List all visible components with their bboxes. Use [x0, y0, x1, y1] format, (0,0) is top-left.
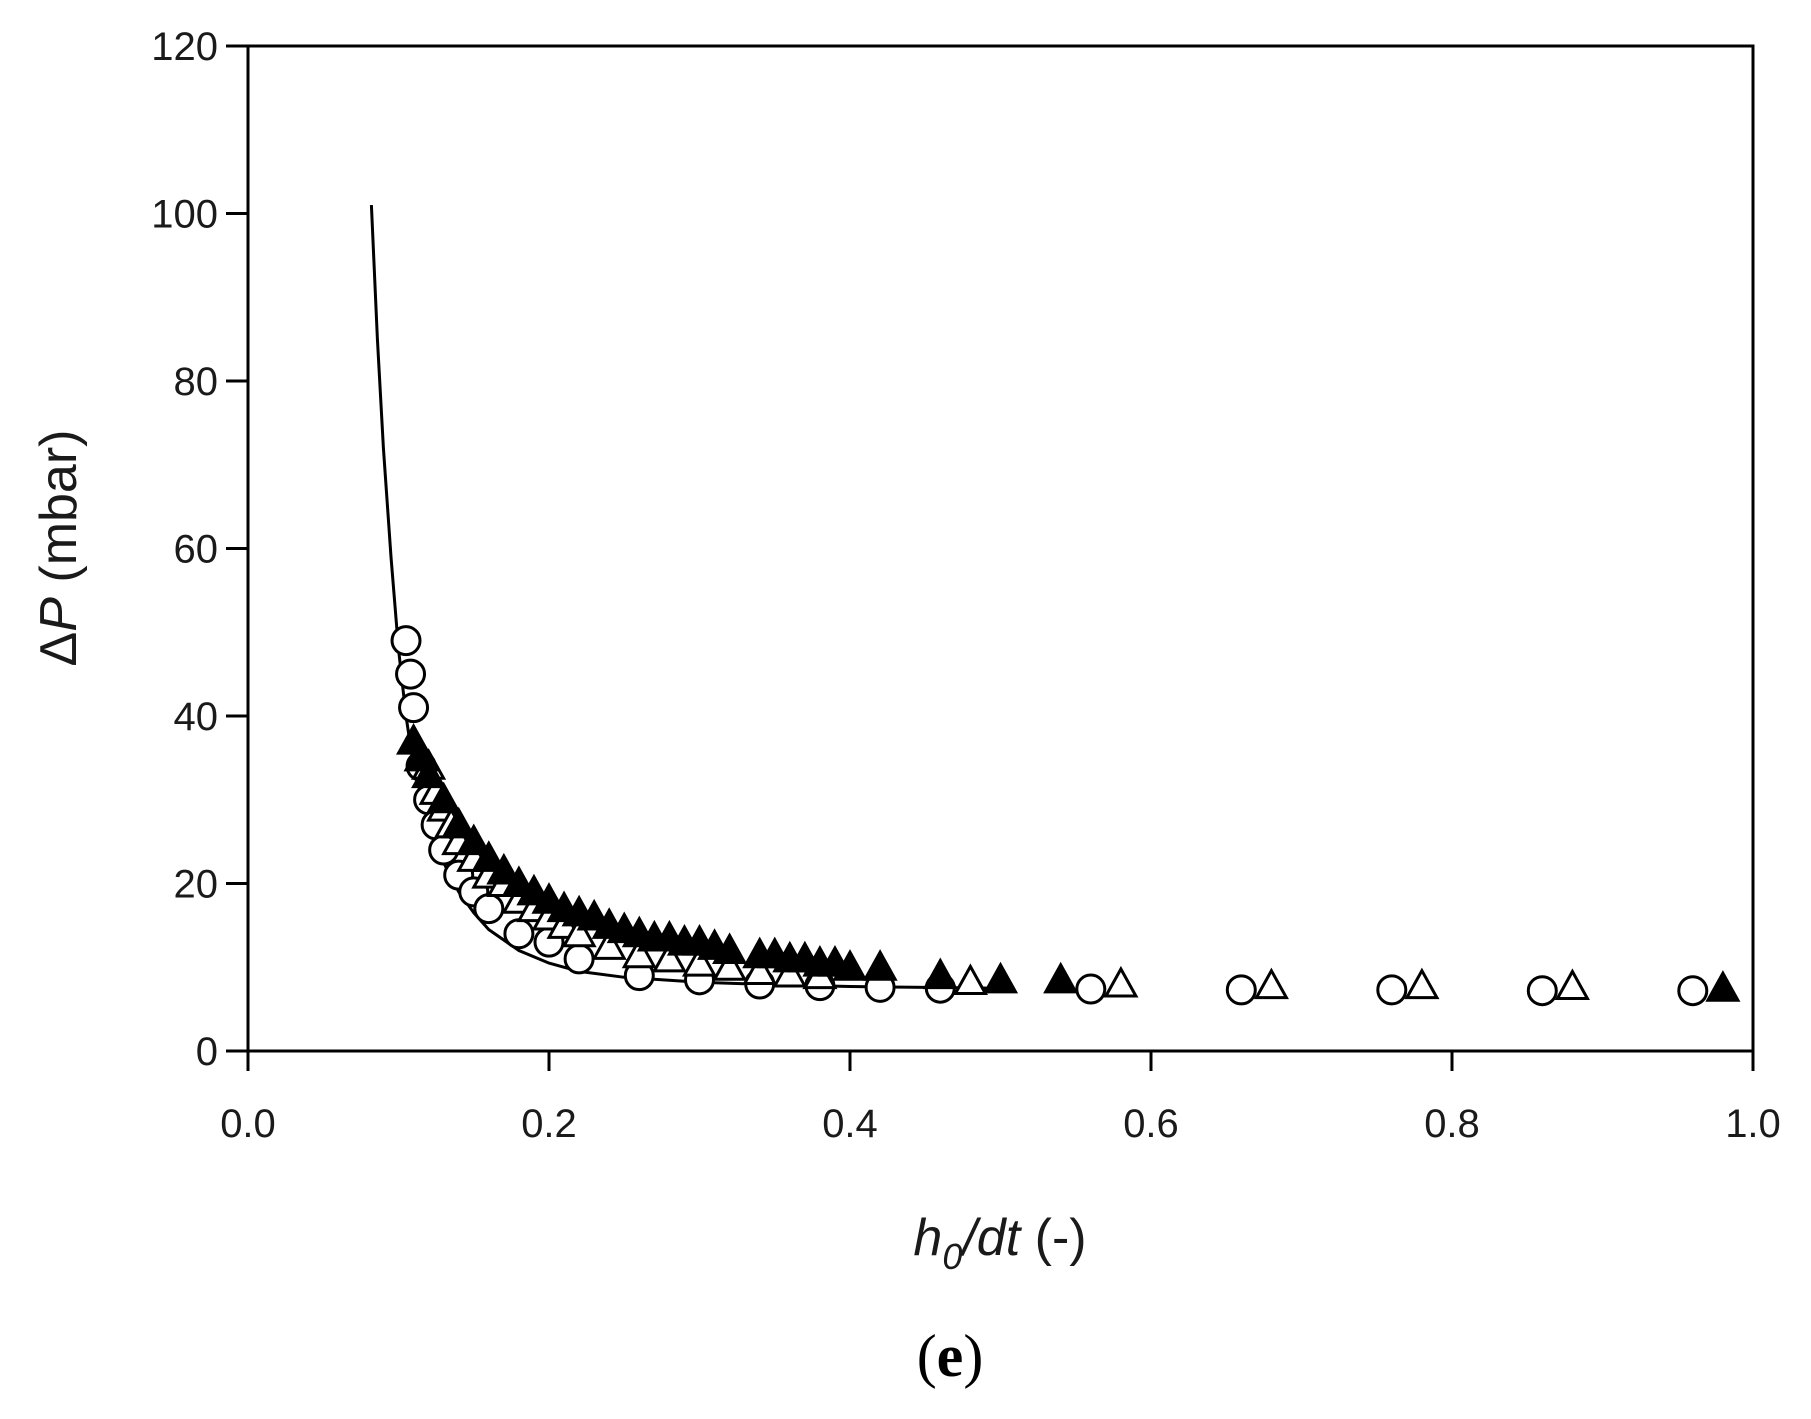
data-point-triangle-filled — [712, 932, 748, 964]
y-tick-label: 0 — [196, 1030, 218, 1074]
y-tick-label: 80 — [174, 360, 219, 404]
data-point-triangle-filled — [411, 756, 447, 789]
data-point-triangle-filled — [1705, 970, 1741, 1002]
y-tick-label: 120 — [151, 25, 218, 69]
data-point-triangle-open — [1253, 967, 1289, 1000]
data-point-triangle-filled — [832, 949, 868, 981]
data-point-triangle-filled — [1043, 961, 1079, 994]
data-point-circle — [1075, 973, 1107, 1005]
data-point-circle — [395, 658, 427, 690]
data-point-triangle-open — [1103, 965, 1139, 998]
x-tick-label: 0.6 — [1123, 1102, 1179, 1146]
y-tick-label: 40 — [174, 695, 219, 739]
y-tick-label: 60 — [174, 528, 219, 572]
data-point-triangle-open — [681, 944, 718, 977]
data-point-circle — [1677, 975, 1709, 1007]
x-tick-label: 0.2 — [521, 1102, 577, 1146]
data-point-triangle-open — [772, 955, 808, 988]
data-markers — [390, 625, 1741, 1007]
data-point-triangle-open — [651, 940, 687, 973]
x-axis-label: h0/dt (-) — [913, 1209, 1086, 1277]
x-tick-label: 0.8 — [1424, 1102, 1480, 1146]
data-point-circle — [503, 918, 535, 950]
data-point-circle — [1526, 975, 1558, 1007]
data-point-triangle-open — [591, 928, 627, 960]
panel-label: (e) — [917, 1323, 984, 1389]
data-point-triangle-filled — [922, 957, 958, 990]
data-point-circle — [390, 625, 422, 657]
y-tick-label: 100 — [151, 193, 218, 237]
data-point-circle — [1225, 974, 1257, 1006]
data-point-circle — [563, 943, 595, 975]
data-point-triangle-open — [621, 936, 657, 969]
data-point-circle — [473, 893, 505, 925]
series-circle-open — [390, 625, 1709, 1007]
x-tick-label: 0.0 — [220, 1102, 276, 1146]
data-point-triangle-filled — [426, 781, 462, 814]
data-point-circle — [398, 692, 430, 724]
data-point-triangle-filled — [456, 823, 492, 856]
data-point-triangle-filled — [862, 949, 898, 981]
y-axis-label: ΔP (mbar) — [30, 430, 88, 667]
x-axis: 0.0 0.2 0.4 0.6 0.8 1.0 — [220, 1051, 1781, 1146]
data-point-triangle-open — [1404, 967, 1440, 1000]
x-tick-label: 1.0 — [1725, 1102, 1781, 1146]
data-point-triangle-filled — [441, 806, 477, 839]
data-point-triangle-open — [561, 915, 597, 948]
data-point-triangle-filled — [471, 840, 507, 872]
y-tick-label: 20 — [174, 863, 219, 907]
y-axis: 0 20 40 60 80 100 120 — [151, 25, 248, 1074]
data-point-triangle-open — [742, 953, 778, 985]
data-point-circle — [1376, 974, 1408, 1006]
data-point-triangle-open — [1554, 968, 1590, 1001]
data-point-triangle-filled — [486, 852, 522, 885]
data-point-triangle-open — [712, 949, 748, 981]
x-tick-label: 0.4 — [822, 1102, 878, 1146]
data-point-triangle-open — [952, 963, 988, 995]
data-point-triangle-filled — [982, 961, 1019, 994]
series-triangle-filled — [396, 723, 1741, 1002]
